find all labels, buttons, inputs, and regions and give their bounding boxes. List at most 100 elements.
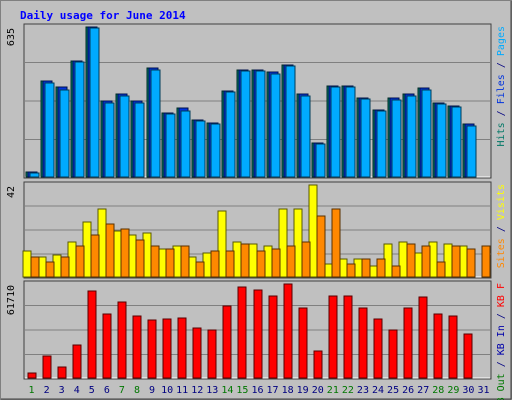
bar-pages-day-30 bbox=[466, 125, 477, 178]
panel-top-legend: Hits / Files / Pages bbox=[496, 26, 507, 146]
bar-kb-f-day-7 bbox=[117, 301, 127, 379]
bar-sites-day-16 bbox=[256, 250, 266, 278]
bar-visits-day-18 bbox=[278, 208, 288, 278]
x-tick-label-day-9: 9 bbox=[149, 385, 155, 396]
bar-visits-day-14 bbox=[217, 210, 227, 278]
x-tick-label-day-7: 7 bbox=[119, 385, 125, 396]
legend-entry: / bbox=[496, 104, 507, 122]
bar-pages-day-15 bbox=[240, 70, 251, 178]
bar-sites-day-13 bbox=[210, 250, 220, 278]
panel-top: 635 Hits / Files / Pages bbox=[6, 23, 507, 179]
legend-entry: Files bbox=[496, 74, 507, 104]
bar-kb-f-day-19 bbox=[298, 307, 308, 379]
bar-sites-day-18 bbox=[286, 245, 296, 278]
bar-pages-day-9 bbox=[150, 69, 161, 178]
bar-kb-f-day-10 bbox=[162, 318, 172, 379]
bar-pages-day-25 bbox=[391, 99, 402, 178]
x-tick-label-day-24: 24 bbox=[372, 385, 384, 396]
bar-sites-day-10 bbox=[165, 248, 175, 278]
bar-sites-day-4 bbox=[75, 245, 85, 278]
bar-kb-f-day-21 bbox=[328, 295, 338, 379]
bar-pages-day-6 bbox=[104, 102, 115, 178]
bar-kb-f-day-17 bbox=[268, 295, 278, 379]
bar-pages-day-4 bbox=[74, 61, 85, 178]
bar-pages-day-28 bbox=[436, 103, 447, 178]
legend-entry: / bbox=[496, 307, 507, 325]
bar-pages-day-29 bbox=[451, 106, 462, 178]
x-tick-label-day-21: 21 bbox=[327, 385, 339, 396]
legend-entry: / bbox=[496, 56, 507, 74]
panel-mid: 42 Sites / Visits bbox=[6, 181, 507, 279]
bar-pages-day-8 bbox=[134, 102, 145, 178]
bar-kb-f-day-26 bbox=[403, 307, 413, 379]
legend-entry: / bbox=[496, 355, 507, 373]
bar-pages-day-17 bbox=[270, 73, 281, 178]
legend-entry: Pages bbox=[496, 26, 507, 56]
legend-entry: KB Out bbox=[496, 373, 507, 400]
panel-mid-legend: Sites / Visits bbox=[496, 184, 507, 268]
bar-kb-f-day-30 bbox=[463, 333, 473, 379]
bar-kb-f-day-22 bbox=[343, 295, 353, 379]
legend-entry: Sites bbox=[496, 238, 507, 268]
x-tick-label-day-29: 29 bbox=[447, 385, 459, 396]
bar-sites-day-19 bbox=[301, 241, 311, 278]
x-tick-label-day-17: 17 bbox=[267, 385, 279, 396]
x-tick-label-day-22: 22 bbox=[342, 385, 354, 396]
bar-sites-day-23 bbox=[361, 258, 371, 278]
bar-visits-day-16 bbox=[248, 243, 258, 278]
bar-kb-f-day-15 bbox=[237, 286, 247, 379]
bar-pages-day-2 bbox=[44, 82, 55, 178]
bar-pages-day-10 bbox=[165, 113, 176, 178]
bar-sites-day-15 bbox=[240, 243, 250, 278]
legend-entry: KB In bbox=[496, 325, 507, 355]
x-tick-label-day-23: 23 bbox=[357, 385, 369, 396]
x-tick-label-day-3: 3 bbox=[59, 385, 65, 396]
bar-pages-day-20 bbox=[315, 143, 326, 178]
chart-title: Daily usage for June 2014 bbox=[20, 9, 186, 22]
bar-kb-f-day-16 bbox=[253, 289, 263, 379]
bar-pages-day-13 bbox=[210, 123, 221, 178]
bar-pages-day-14 bbox=[225, 91, 236, 178]
x-tick-label-day-10: 10 bbox=[161, 385, 173, 396]
x-tick-label-day-30: 30 bbox=[462, 385, 474, 396]
bar-sites-day-3 bbox=[60, 256, 70, 278]
x-tick-label-day-5: 5 bbox=[89, 385, 95, 396]
x-tick-label-day-13: 13 bbox=[206, 385, 218, 396]
x-tick-label-day-20: 20 bbox=[312, 385, 324, 396]
panel-mid-max-label: 42 bbox=[6, 186, 17, 198]
bar-pages-day-22 bbox=[345, 86, 356, 178]
bar-kb-f-day-13 bbox=[207, 329, 217, 379]
x-tick-label-day-4: 4 bbox=[74, 385, 80, 396]
bar-sites-day-11 bbox=[180, 245, 190, 278]
bar-kb-f-day-12 bbox=[192, 327, 202, 379]
x-tick-label-day-19: 19 bbox=[297, 385, 309, 396]
bar-pages-day-11 bbox=[180, 110, 191, 178]
x-tick-label-day-25: 25 bbox=[387, 385, 399, 396]
legend-entry: KB F bbox=[496, 283, 507, 307]
bar-kb-f-day-2 bbox=[42, 355, 52, 379]
bar-pages-day-27 bbox=[421, 89, 432, 178]
x-tick-label-day-6: 6 bbox=[104, 385, 110, 396]
bar-sites-day-31 bbox=[481, 245, 491, 278]
x-tick-label-day-1: 1 bbox=[29, 385, 35, 396]
x-tick-label-day-28: 28 bbox=[432, 385, 444, 396]
bar-pages-day-7 bbox=[119, 95, 130, 178]
bar-pages-day-21 bbox=[330, 86, 341, 178]
x-tick-label-day-12: 12 bbox=[191, 385, 203, 396]
bar-sites-day-1 bbox=[30, 256, 40, 278]
bar-kb-f-day-8 bbox=[132, 315, 142, 379]
bar-pages-day-12 bbox=[195, 120, 206, 178]
bar-sites-day-2 bbox=[45, 261, 55, 278]
bar-sites-day-14 bbox=[225, 250, 235, 278]
bar-pages-day-18 bbox=[285, 65, 296, 178]
legend-entry: Hits bbox=[496, 122, 507, 146]
bar-sites-day-26 bbox=[406, 243, 416, 278]
bar-sites-day-9 bbox=[150, 245, 160, 278]
series-pages bbox=[29, 27, 477, 178]
bar-kb-f-day-25 bbox=[388, 329, 398, 379]
x-tick-label-day-18: 18 bbox=[282, 385, 294, 396]
bar-kb-f-day-9 bbox=[147, 319, 157, 379]
bar-kb-f-day-4 bbox=[72, 344, 82, 379]
